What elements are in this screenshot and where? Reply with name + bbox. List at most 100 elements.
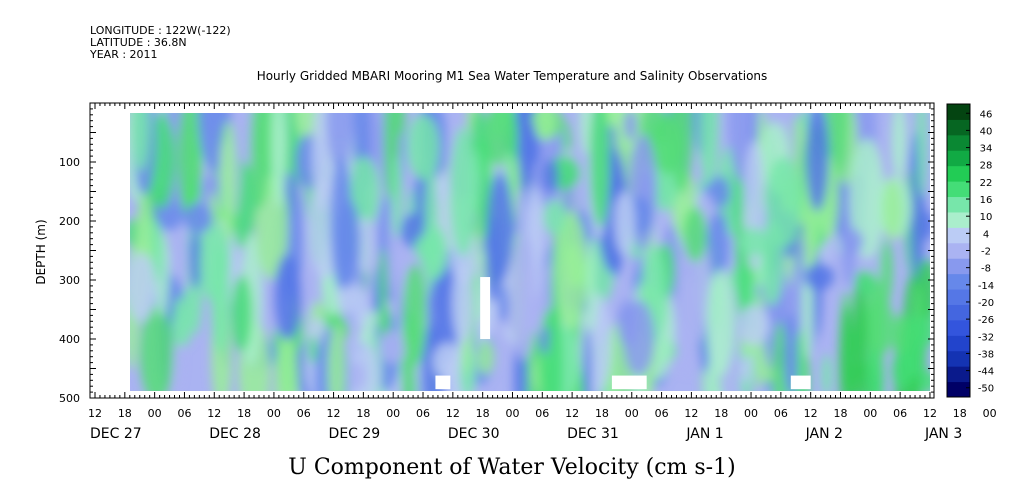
field-blob: [772, 321, 788, 391]
missing-data-blocks: [435, 277, 811, 390]
x-hour-tick-label: 06: [416, 407, 430, 420]
x-hour-tick-label: 12: [804, 407, 818, 420]
field-blob: [805, 113, 829, 212]
field-blob: [390, 244, 404, 322]
x-hour-tick-label: 18: [356, 407, 370, 420]
field-blob: [189, 230, 202, 290]
field-blob: [882, 179, 903, 240]
field-blob: [623, 300, 655, 377]
colorbar-swatch: [947, 319, 970, 336]
colorbar-level-label: 16: [980, 195, 993, 206]
colorbar-swatch: [947, 381, 970, 398]
field-blob: [433, 342, 461, 381]
field-blob: [849, 138, 885, 259]
x-hour-tick-label: 00: [267, 407, 281, 420]
field-blob: [683, 207, 708, 263]
field-blob: [565, 243, 583, 289]
field-blob: [130, 252, 156, 322]
colorbar-swatch: [947, 196, 970, 213]
field-blob: [391, 154, 403, 239]
field-blob: [821, 353, 832, 391]
x-axis-ticks: [94, 103, 931, 398]
missing-data-block: [435, 375, 451, 390]
year-label: YEAR : 2011: [89, 48, 158, 61]
field-blob: [348, 362, 367, 391]
colorbar-level-label: -38: [978, 349, 994, 360]
colorbar-level-label: 22: [980, 178, 993, 189]
field-blob: [533, 113, 557, 141]
field-blob: [738, 227, 768, 256]
field-blob: [542, 159, 559, 194]
y-tick-label: 100: [59, 156, 80, 169]
x-hour-tick-label: 18: [476, 407, 490, 420]
field-blob: [132, 113, 151, 172]
field-blob: [543, 199, 566, 235]
latitude-label: LATITUDE : 36.8N: [90, 36, 187, 49]
x-hour-tick-label: 06: [177, 407, 191, 420]
field-blob: [139, 305, 174, 391]
x-hour-tick-label: 00: [744, 407, 758, 420]
x-hour-tick-label: 00: [148, 407, 162, 420]
field-blob: [402, 264, 427, 367]
x-hour-tick-label: 12: [327, 407, 341, 420]
x-hour-tick-label: 12: [565, 407, 579, 420]
colorbar-swatch: [947, 119, 970, 136]
colorbar-level-label: 40: [980, 126, 993, 137]
field-blob: [583, 328, 593, 391]
field-blob: [378, 303, 391, 340]
field-blob: [738, 304, 770, 347]
colorbar-level-label: 4: [983, 229, 989, 240]
field-blob: [450, 127, 476, 257]
y-axis: 100 200 300 400 500: [59, 102, 934, 405]
y-tick-label: 400: [59, 333, 80, 346]
velocity-field: [130, 113, 930, 391]
field-blob: [451, 265, 475, 343]
x-day-label: DEC 31: [567, 426, 619, 442]
colorbar-level-label: -20: [978, 298, 994, 309]
x-axis-labels: 12 18 00 06 12 18 00 06 12 18 00 06 12 18 00 06 12 18 00 06…: [88, 407, 997, 442]
colorbar-swatch: [947, 304, 970, 321]
colorbar-swatch: [947, 150, 970, 167]
colorbar-level-label: 46: [980, 109, 993, 120]
field-blob: [487, 171, 514, 284]
missing-data-block: [790, 375, 811, 390]
field-blob: [623, 113, 637, 141]
x-day-label: DEC 30: [448, 426, 500, 442]
field-blob: [356, 216, 373, 274]
x-hour-tick-label: 12: [446, 407, 460, 420]
field-blob: [879, 239, 894, 305]
field-blob: [784, 312, 798, 391]
field-blob: [497, 283, 509, 323]
field-blob: [476, 339, 494, 376]
x-hour-tick-label: 06: [655, 407, 669, 420]
missing-data-block: [480, 277, 491, 339]
field-blob: [220, 120, 236, 242]
field-blob: [271, 113, 287, 208]
field-blob: [527, 120, 537, 168]
field-blob: [854, 291, 868, 390]
field-blob: [698, 113, 719, 186]
x-axis-title: U Component of Water Velocity (cm s-1): [288, 455, 735, 480]
colorbar-level-label: -44: [978, 367, 994, 378]
colorbar-swatch: [947, 273, 970, 290]
x-hour-tick-label: 06: [535, 407, 549, 420]
x-hour-tick-label: 12: [88, 407, 102, 420]
colorbar-level-label: 10: [980, 212, 993, 223]
field-blob: [177, 113, 200, 219]
x-hour-tick-label: 06: [774, 407, 788, 420]
field-blob: [515, 186, 527, 240]
x-hour-tick-label: 18: [953, 407, 967, 420]
y-tick-label: 200: [59, 215, 80, 228]
x-hour-tick-label: 00: [386, 407, 400, 420]
field-blob: [891, 113, 907, 181]
field-blob: [589, 113, 611, 228]
field-blob: [510, 231, 537, 361]
field-blob: [396, 113, 406, 137]
colorbar-level-label: 34: [980, 144, 993, 155]
x-hour-tick-label: 18: [237, 407, 251, 420]
x-hour-tick-label: 18: [118, 407, 132, 420]
x-hour-tick-label: 18: [714, 407, 728, 420]
x-hour-tick-label: 06: [297, 407, 311, 420]
field-blob: [250, 113, 270, 209]
